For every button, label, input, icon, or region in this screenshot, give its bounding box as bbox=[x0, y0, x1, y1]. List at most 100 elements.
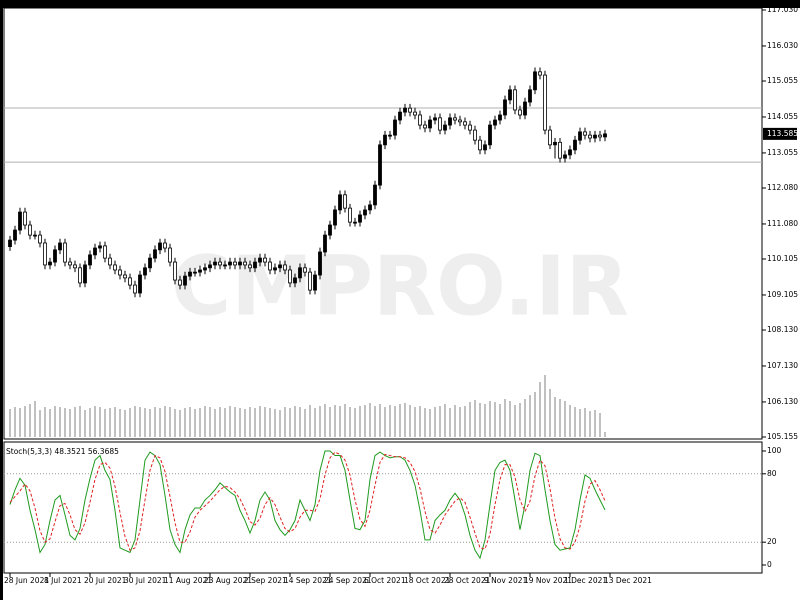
candle-body bbox=[413, 111, 417, 116]
candle-body bbox=[588, 134, 592, 139]
x-tick-label: 24 Sep 2021 bbox=[324, 576, 372, 585]
candle-body bbox=[13, 229, 17, 241]
candle-body bbox=[143, 267, 147, 276]
candle-body bbox=[458, 119, 462, 123]
candle-body bbox=[268, 261, 272, 271]
x-tick-label: 19 Nov 2021 bbox=[524, 576, 572, 585]
y-tick-label: 114.055 bbox=[767, 112, 798, 121]
candle-body bbox=[38, 234, 42, 244]
candle-body bbox=[213, 261, 217, 266]
candle-body bbox=[438, 117, 442, 131]
candle-body bbox=[43, 242, 47, 266]
candle-body bbox=[558, 141, 562, 159]
x-tick-label: 23 Aug 2021 bbox=[204, 576, 252, 585]
candle-body bbox=[398, 111, 402, 121]
candle-body bbox=[453, 117, 457, 121]
candle-body bbox=[58, 242, 62, 251]
candle-body bbox=[493, 119, 497, 126]
y-tick-label: 113.055 bbox=[767, 148, 798, 157]
current-price-box bbox=[763, 127, 797, 140]
candle-body bbox=[408, 107, 412, 113]
candle-body bbox=[158, 242, 162, 251]
candle-body bbox=[253, 261, 257, 269]
y-tick-label: 109.105 bbox=[767, 290, 798, 299]
candle-body bbox=[108, 257, 112, 266]
candle-body bbox=[523, 101, 527, 116]
candle-body bbox=[323, 234, 327, 253]
candle-body bbox=[138, 274, 142, 294]
candle-body bbox=[418, 114, 422, 126]
candle-body bbox=[88, 254, 92, 266]
x-tick-label: 14 Sep 2021 bbox=[284, 576, 332, 585]
candle-body bbox=[553, 141, 557, 146]
candle-body bbox=[333, 209, 337, 226]
current-price-label: 113.585 bbox=[767, 129, 798, 138]
x-tick-label: 20 Jul 2021 bbox=[84, 576, 127, 585]
candle-body bbox=[128, 277, 132, 286]
left-frame bbox=[0, 0, 3, 600]
y-tick-label: 106.130 bbox=[767, 397, 798, 406]
x-tick-label: 28 Oct 2021 bbox=[444, 576, 491, 585]
candle-body bbox=[288, 269, 292, 284]
stoch-line bbox=[9, 450, 606, 560]
candle-body bbox=[218, 261, 222, 266]
candle-body bbox=[483, 144, 487, 151]
indicator-title: Stoch(5,3,3) 48.3521 56.3685 bbox=[6, 447, 119, 456]
candle-body bbox=[373, 184, 377, 206]
candle-body bbox=[503, 99, 507, 116]
candle-body bbox=[78, 267, 82, 284]
x-tick-label: 13 Dec 2021 bbox=[604, 576, 652, 585]
candle-body bbox=[463, 121, 467, 126]
candle-body bbox=[318, 251, 322, 276]
x-tick-label: 30 Jul 2021 bbox=[124, 576, 167, 585]
candle-body bbox=[233, 261, 237, 266]
y-tick-label: 111.080 bbox=[767, 219, 798, 228]
x-tick-label: 2 Sep 2021 bbox=[244, 576, 287, 585]
candle-body bbox=[403, 107, 407, 113]
candle-body bbox=[298, 267, 302, 279]
candle-body bbox=[328, 224, 332, 236]
candle-body bbox=[273, 267, 277, 271]
candle-body bbox=[478, 139, 482, 151]
candle-body bbox=[343, 194, 347, 209]
candle-body bbox=[518, 109, 522, 116]
watermark: CMPRO.IR bbox=[171, 239, 629, 334]
candle-body bbox=[383, 134, 387, 146]
candle-body bbox=[363, 209, 367, 216]
candle-body bbox=[68, 261, 72, 266]
candle-body bbox=[543, 74, 547, 131]
candle-body bbox=[263, 257, 267, 263]
candle-body bbox=[238, 261, 242, 266]
candle-body bbox=[83, 264, 87, 284]
y-tick-label: 107.130 bbox=[767, 361, 798, 370]
candle-body bbox=[303, 267, 307, 273]
y-tick-label: 0 bbox=[767, 560, 772, 569]
candle-body bbox=[173, 261, 177, 281]
candle-body bbox=[133, 284, 137, 294]
candle-body bbox=[538, 71, 542, 76]
candle-body bbox=[533, 71, 537, 91]
x-tick-label: 18 Oct 2021 bbox=[404, 576, 451, 585]
candle-body bbox=[598, 134, 602, 138]
candle-body bbox=[188, 271, 192, 277]
candle-body bbox=[163, 242, 167, 249]
candle-body bbox=[178, 279, 182, 286]
x-tick-label: 11 Aug 2021 bbox=[164, 576, 212, 585]
candle-body bbox=[573, 139, 577, 151]
candle-body bbox=[8, 239, 12, 248]
candle-body bbox=[168, 247, 172, 263]
candle-body bbox=[448, 117, 452, 126]
x-tick-label: 1 Dec 2021 bbox=[564, 576, 607, 585]
candle-body bbox=[473, 129, 477, 141]
candle-body bbox=[23, 211, 27, 226]
candle-body bbox=[33, 234, 37, 237]
candle-body bbox=[183, 275, 187, 286]
candle-body bbox=[548, 129, 552, 146]
candle-body bbox=[513, 89, 517, 111]
x-tick-label: 9 Nov 2021 bbox=[484, 576, 527, 585]
candle-body bbox=[208, 264, 212, 269]
candle-body bbox=[93, 247, 97, 256]
candle-body bbox=[378, 144, 382, 186]
